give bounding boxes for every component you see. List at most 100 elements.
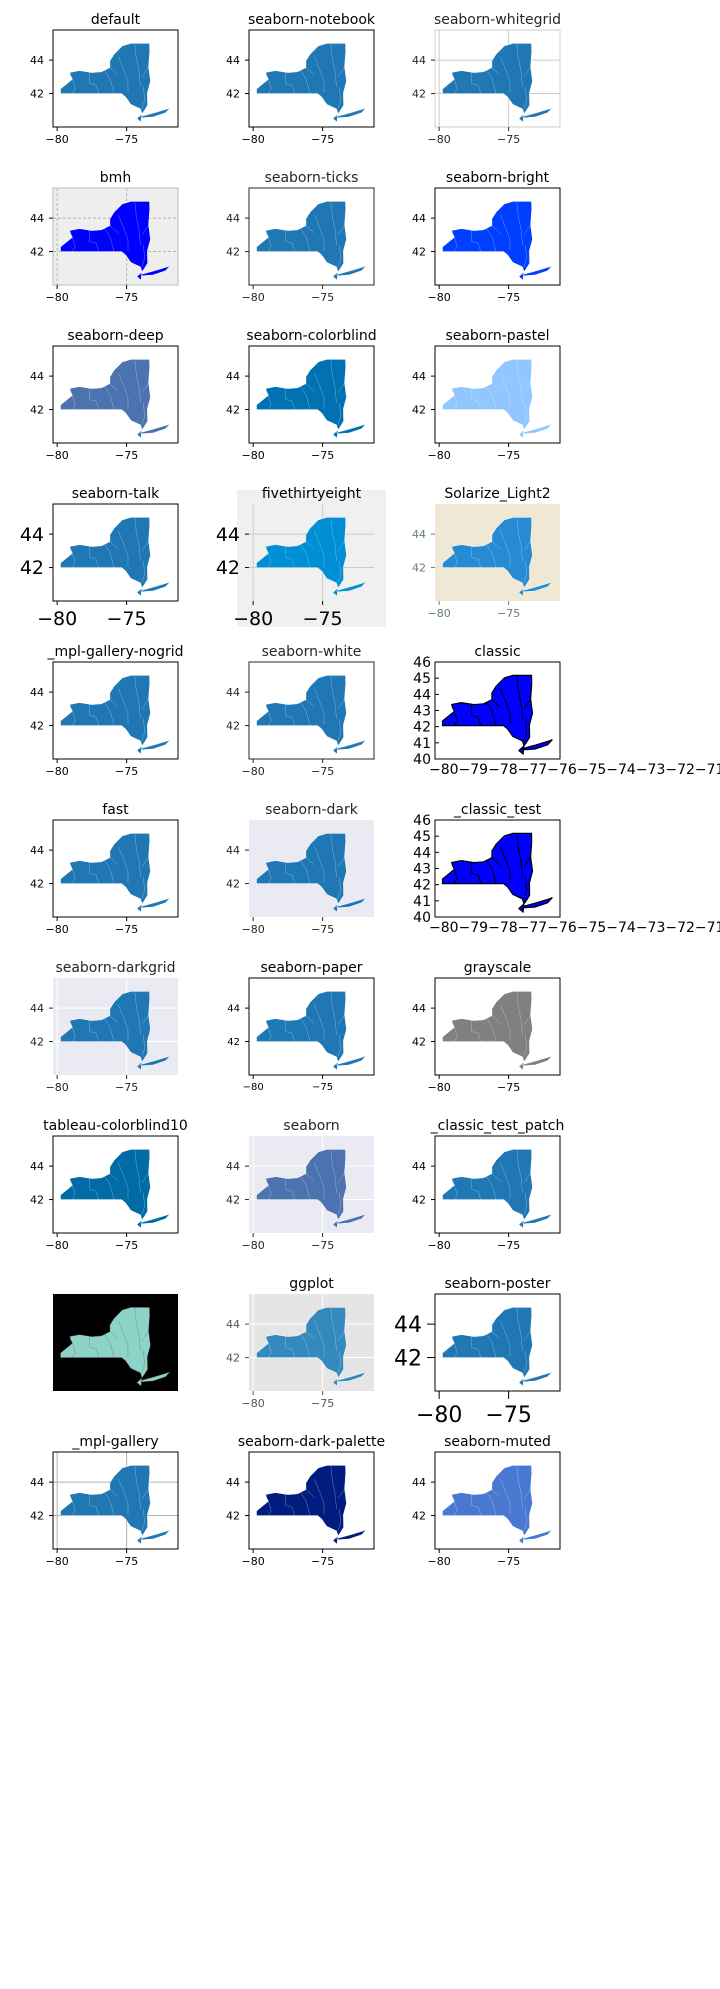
y-tick-label: 44 [226,686,240,699]
y-tick-label: 42 [412,1035,426,1048]
subplot-title: _classic_test_patch [430,1118,565,1134]
x-tick-label: −80 [242,291,265,304]
subplot-title: seaborn-bright [446,170,550,186]
subplot-10: −80 −75 42 44 fivethirtyeight [216,486,386,630]
subplot-title: seaborn-poster [445,1276,551,1292]
x-tick-label: −80 [46,1239,69,1252]
y-tick-label: 42 [30,245,44,258]
subplot-title: seaborn-colorblind [246,328,376,344]
region-border [337,1508,341,1531]
region-border [134,992,141,1035]
axes-frame [434,187,561,286]
region-border [337,382,345,393]
region-border [118,372,129,409]
region-border [337,718,341,741]
region-border [337,1014,345,1025]
subplot-22: −80 −75 42 44 seaborn [226,1118,374,1252]
y-tick-label: 44 [412,528,426,541]
y-tick-label: 42 [30,719,44,732]
region-border [516,518,523,561]
region-border [118,214,129,251]
x-tick-label: −80 [242,765,265,778]
y-tick-label: 42 [30,87,44,100]
region-border [134,1466,141,1509]
island-shape [139,739,171,751]
y-tick-label: 44 [227,1004,240,1015]
region-border [523,1014,531,1025]
region-border [500,1162,511,1199]
region-border [72,869,76,884]
region-border [268,79,272,94]
region-border [104,1175,115,1200]
region-border [118,1162,129,1199]
y-tick-label: 42 [20,557,44,579]
region-border [305,383,315,392]
y-tick-label: 44 [216,524,240,546]
x-tick-label: −75 [497,1555,520,1568]
axes-frame [434,29,561,128]
region-border [500,1004,511,1041]
island-shape [521,1213,553,1225]
x-tick-label: −80 [233,608,273,630]
island-shape [139,897,171,909]
x-tick-label: −80 [46,923,69,936]
region-border [104,1333,115,1358]
island-shape [139,107,171,119]
y-tick-label: 46 [413,813,431,829]
subplot-title: seaborn-darkgrid [55,960,175,976]
subplot-title: seaborn-notebook [248,12,376,28]
region-border [118,56,129,93]
island-shape [521,897,553,909]
region-border [134,834,141,877]
region-border [523,1508,527,1531]
x-tick-label: −75 [497,449,520,462]
y-tick-label: 44 [412,212,426,225]
region-border [268,1185,272,1200]
region-border [141,1508,145,1531]
region-border [141,1014,149,1025]
y-tick-label: 42 [227,1037,240,1048]
island-shape [521,1529,553,1541]
region-border [337,224,345,235]
x-tick-label: −80 [242,1555,265,1568]
state-shape [442,201,533,281]
region-border [305,1489,315,1498]
region-border [337,66,345,77]
y-tick-label: 42 [30,1035,44,1048]
y-tick-label: 44 [30,212,44,225]
y-tick-label: 42 [412,1193,426,1206]
region-border [491,1173,501,1182]
subplot-21: −80 −75 42 44 tableau-colorblind10 [30,1118,188,1252]
region-border [523,698,532,710]
x-tick-label: −75 [497,1239,520,1252]
region-border [330,1466,337,1509]
y-tick-label: 42 [226,1351,240,1364]
subplot-25: −80 −75 42 44 ggplot [226,1276,374,1410]
island-shape [335,423,367,435]
y-tick-label: 44 [30,686,44,699]
island-shape [521,107,553,119]
region-border [486,1333,497,1358]
region-border [88,1494,99,1516]
x-tick-label: −80 [46,449,69,462]
region-border [141,382,149,393]
subplot-3: −80 −75 42 44 bmh [30,170,179,304]
region-border [314,1162,325,1199]
region-border [337,86,341,109]
island-shape [521,1371,553,1383]
region-border [523,856,532,868]
x-tick-label: −75 [497,291,520,304]
region-border [516,834,523,877]
y-tick-label: 45 [413,671,431,687]
region-border [516,202,523,245]
region-border [104,227,115,252]
region-border [314,1004,325,1041]
y-tick-label: 42 [226,87,240,100]
y-tick-label: 44 [226,370,240,383]
region-border [72,1027,76,1042]
region-border [453,711,458,726]
y-tick-label: 44 [394,1313,422,1338]
subplot-28: −80 −75 42 44 seaborn-dark-palette [226,1434,385,1568]
